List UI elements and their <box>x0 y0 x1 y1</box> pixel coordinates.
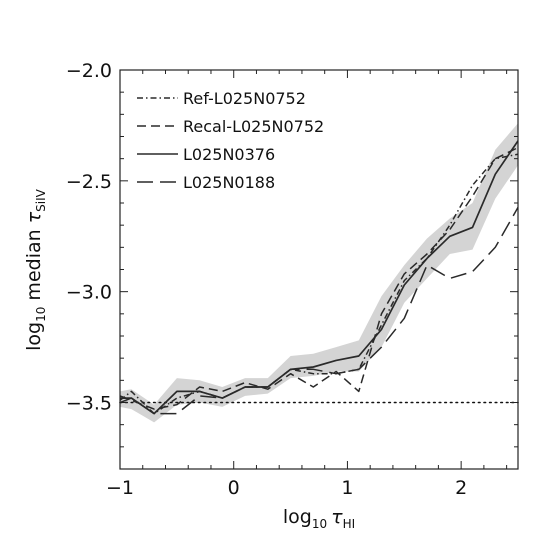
y-tick-label: −2.5 <box>66 171 112 193</box>
legend-label: L025N0188 <box>183 173 275 192</box>
series-line-4 <box>120 207 518 415</box>
x-axis-label: log10 τHI <box>283 506 355 531</box>
y-tick-label: −2.0 <box>66 60 112 82</box>
y-tick-label: −3.0 <box>66 282 112 304</box>
legend-label: L025N0376 <box>183 145 275 164</box>
x-tick-label: −1 <box>106 477 134 499</box>
x-tick-label: 2 <box>455 477 467 499</box>
series-layer <box>120 140 518 415</box>
confidence-band-layer <box>120 123 518 423</box>
legend: Ref-L025N0752 Recal-L025N0752 L025N0376 L02… <box>137 89 324 192</box>
x-tick-label: 0 <box>228 477 240 499</box>
tick-layer: −1 0 1 2 −3.5 −3.0 −2.5 −2.0 <box>66 60 518 499</box>
y-tick-label: −3.5 <box>66 393 112 415</box>
series-line-2 <box>120 146 518 410</box>
legend-label: Recal-L025N0752 <box>183 117 324 136</box>
series-line-1 <box>120 153 518 415</box>
y-axis-label: log10 median τSiIV <box>23 188 48 351</box>
x-tick-label: 1 <box>341 477 353 499</box>
series-line-3 <box>120 140 518 415</box>
legend-label: Ref-L025N0752 <box>183 89 306 108</box>
confidence-band <box>120 123 518 423</box>
